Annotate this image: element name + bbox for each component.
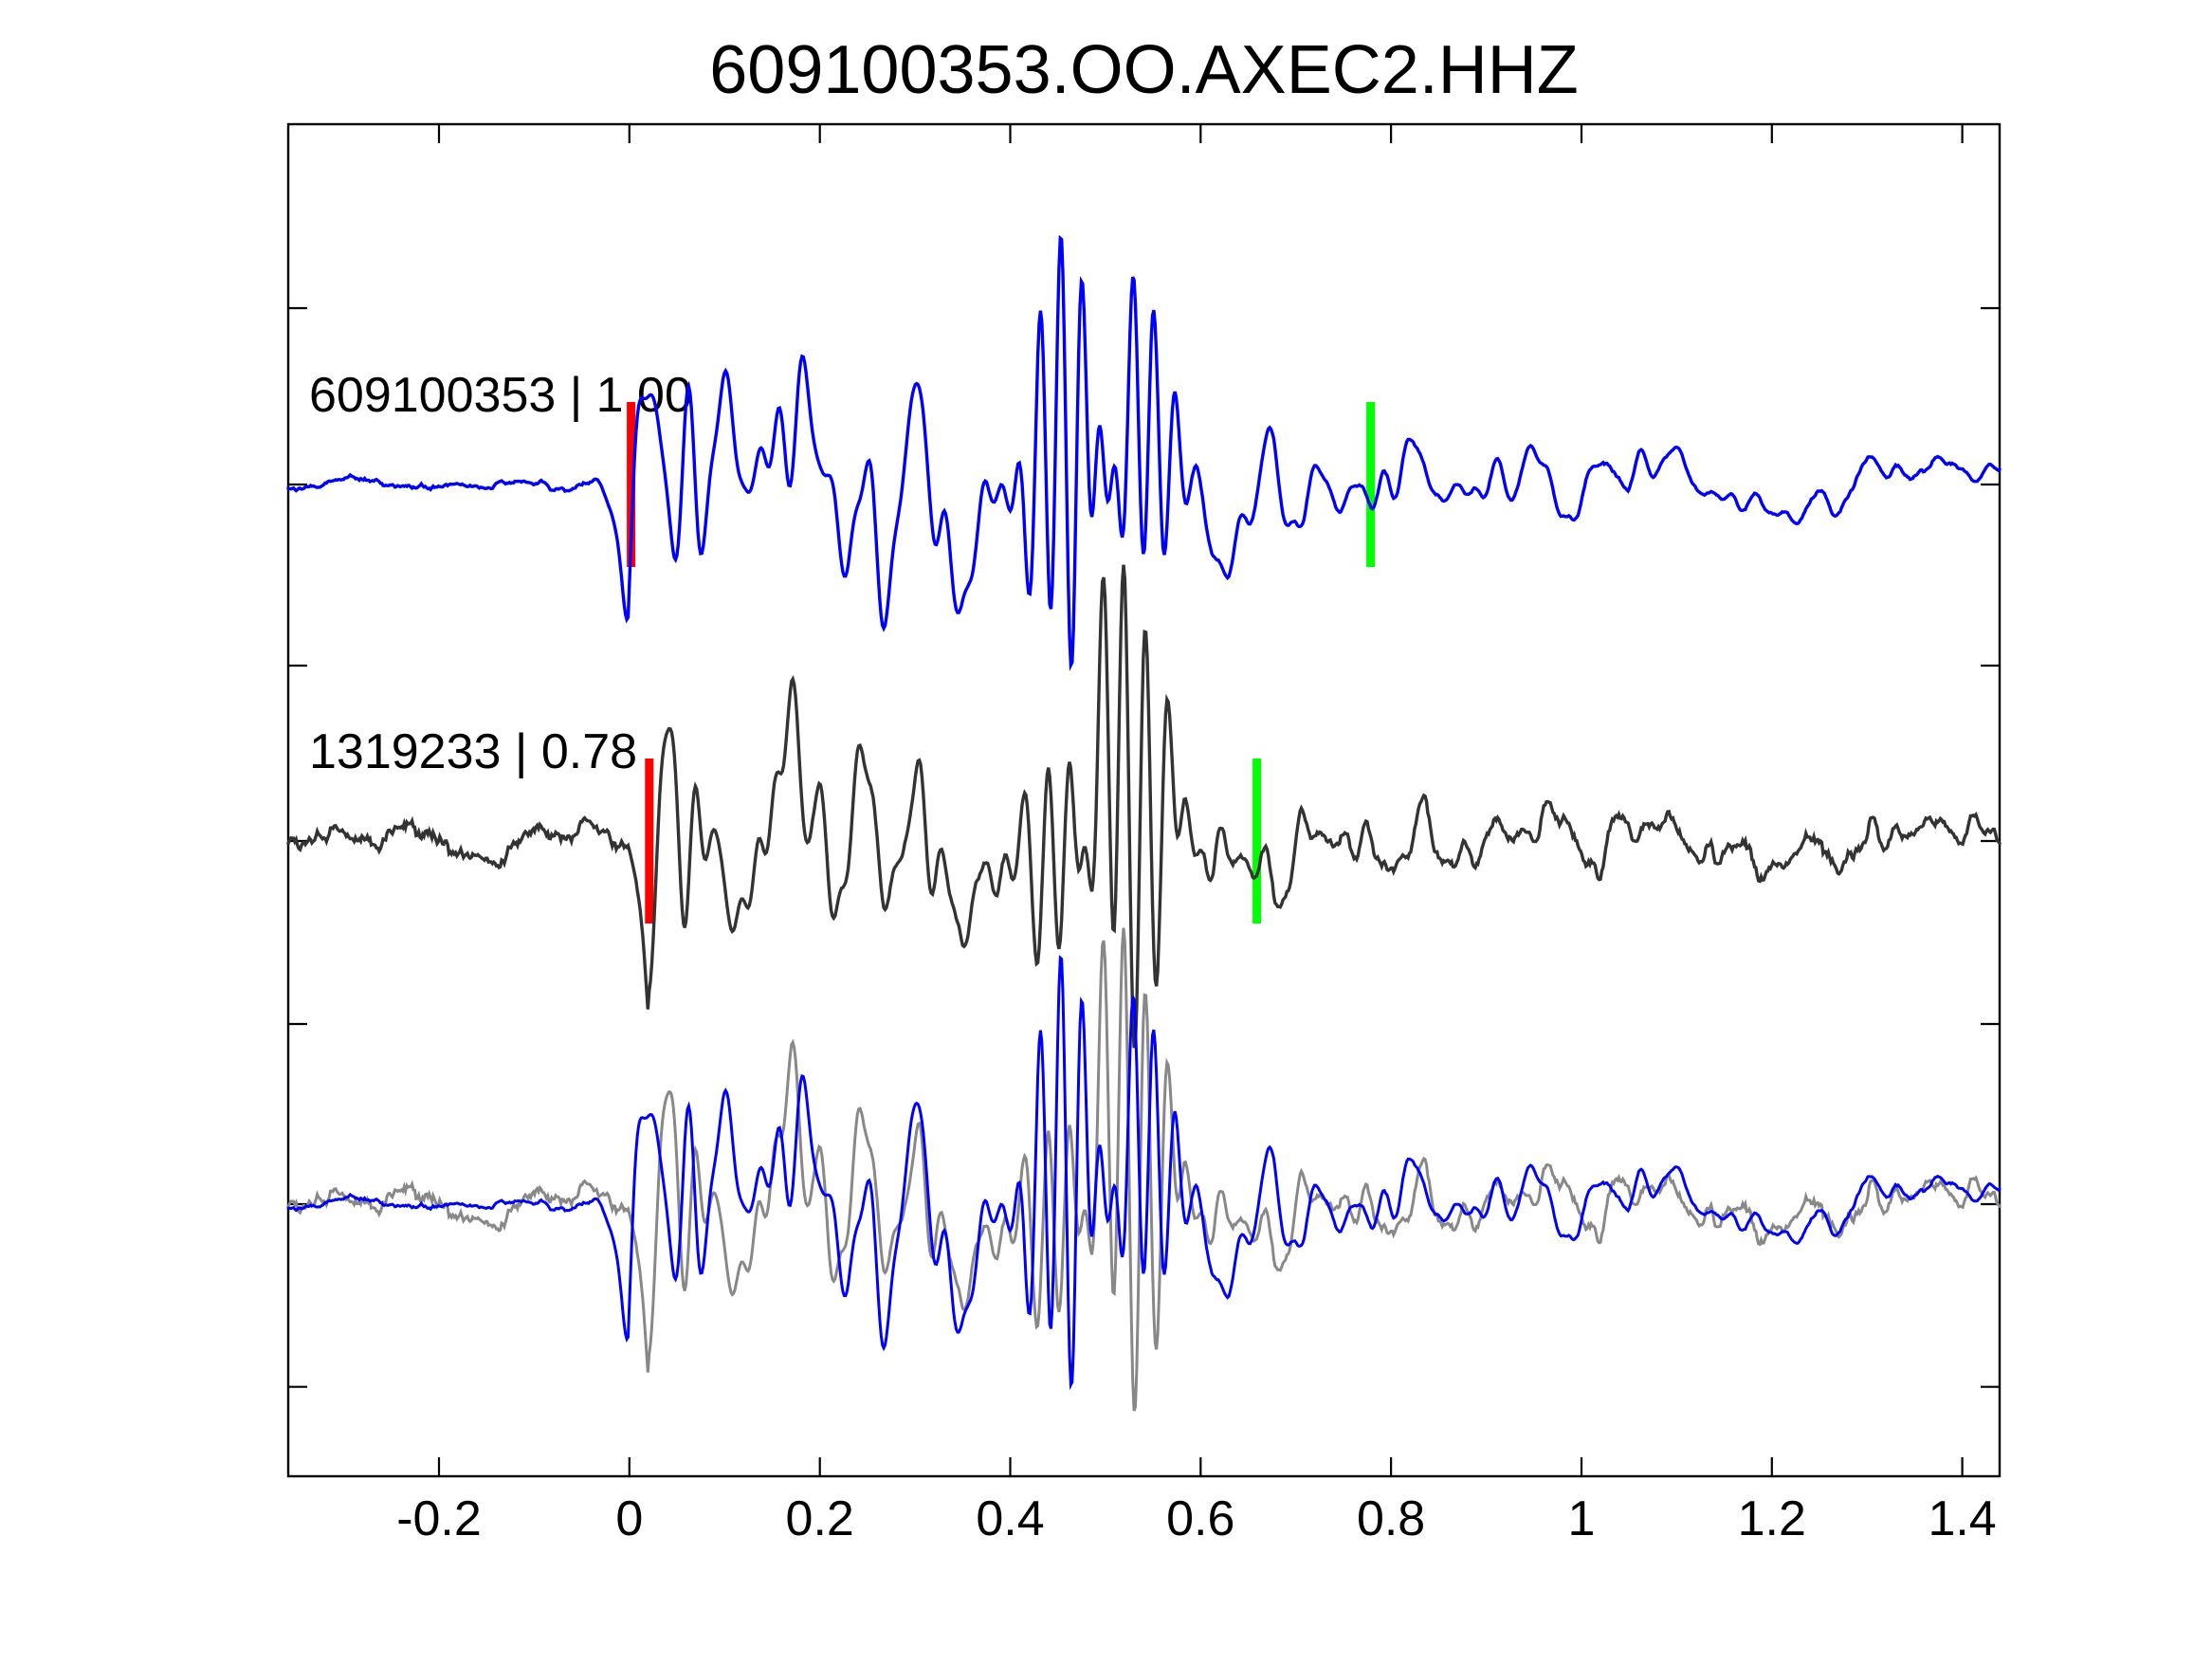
svg-text:0.6: 0.6 (1166, 1491, 1234, 1546)
svg-text:0: 0 (615, 1491, 643, 1546)
svg-text:0.2: 0.2 (786, 1491, 854, 1546)
svg-text:1: 1 (1568, 1491, 1596, 1546)
svg-text:0.4: 0.4 (976, 1491, 1044, 1546)
svg-text:609100353.OO.AXEC2.HHZ: 609100353.OO.AXEC2.HHZ (709, 32, 1579, 108)
svg-text:-0.2: -0.2 (396, 1491, 482, 1546)
svg-text:1.2: 1.2 (1738, 1491, 1806, 1546)
svg-text:1.4: 1.4 (1928, 1491, 1996, 1546)
svg-text:1319233 | 0.78: 1319233 | 0.78 (309, 724, 637, 779)
svg-text:0.8: 0.8 (1357, 1491, 1425, 1546)
